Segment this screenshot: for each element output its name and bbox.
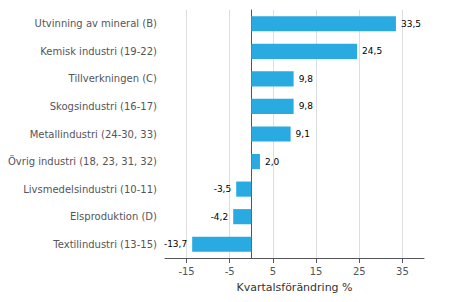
svg-text:Elsproduktion (D): Elsproduktion (D) <box>70 211 157 222</box>
svg-text:25: 25 <box>353 266 366 277</box>
svg-text:Livsmedelsindustri (10-11): Livsmedelsindustri (10-11) <box>23 184 157 195</box>
svg-text:-13,7: -13,7 <box>164 239 187 249</box>
svg-text:35: 35 <box>396 266 409 277</box>
svg-text:2,0: 2,0 <box>265 157 280 167</box>
svg-text:Tillverkningen (C): Tillverkningen (C) <box>68 73 157 84</box>
svg-text:-15: -15 <box>178 266 194 277</box>
svg-text:-5: -5 <box>225 266 235 277</box>
svg-text:Skogsindustri (16-17): Skogsindustri (16-17) <box>50 101 157 112</box>
svg-text:15: 15 <box>310 266 323 277</box>
svg-text:Kemisk industri (19-22): Kemisk industri (19-22) <box>40 46 157 57</box>
svg-text:5: 5 <box>270 266 276 277</box>
svg-text:9,8: 9,8 <box>299 74 314 84</box>
svg-text:9,1: 9,1 <box>296 129 310 139</box>
svg-text:-4,2: -4,2 <box>211 212 229 222</box>
svg-text:33,5: 33,5 <box>401 19 421 29</box>
svg-text:Utvinning av mineral (B): Utvinning av mineral (B) <box>35 18 157 29</box>
svg-text:9,8: 9,8 <box>299 101 314 111</box>
svg-text:-3,5: -3,5 <box>214 184 232 194</box>
svg-text:Övrig industri (18, 23, 31, 32: Övrig industri (18, 23, 31, 32) <box>8 155 157 167</box>
svg-text:24,5: 24,5 <box>362 46 382 56</box>
svg-text:Metallindustri (24-30, 33): Metallindustri (24-30, 33) <box>30 129 157 140</box>
svg-text:Textilindustri (13-15): Textilindustri (13-15) <box>52 239 157 250</box>
svg-text:Kvartalsförändring %: Kvartalsförändring % <box>236 281 352 294</box>
